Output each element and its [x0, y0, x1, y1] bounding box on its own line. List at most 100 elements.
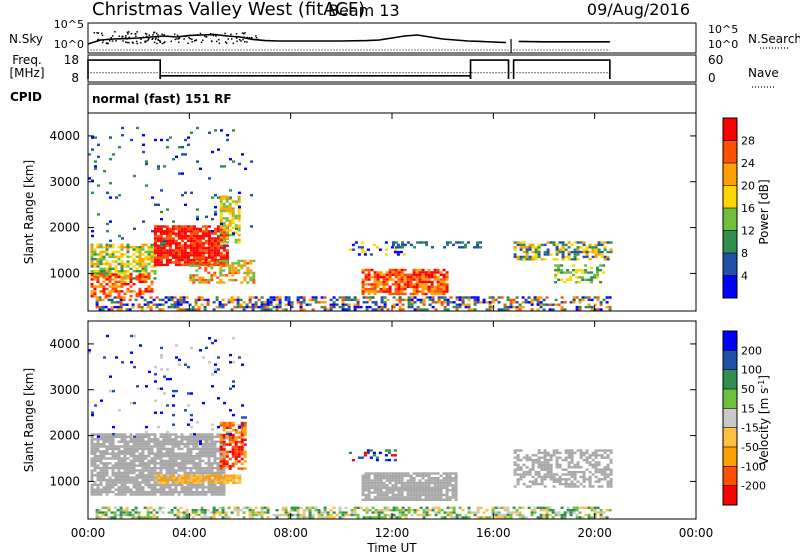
- range-gate-cell: [222, 205, 226, 208]
- range-gate-cell: [593, 509, 597, 512]
- freq-step-segment: [87, 59, 161, 79]
- range-gate-cell: [135, 278, 139, 281]
- range-gate-cell: [160, 244, 163, 247]
- range-gate-cell: [406, 283, 410, 286]
- range-gate-cell: [554, 298, 558, 302]
- range-gate-cell: [213, 450, 217, 453]
- range-gate-cell: [165, 435, 169, 439]
- range-gate-cell: [231, 278, 235, 282]
- range-gate-cell: [222, 438, 226, 441]
- range-gate-cell: [213, 262, 217, 265]
- range-gate-cell: [129, 285, 133, 288]
- range-gate-cell: [409, 273, 413, 276]
- range-gate-cell: [116, 509, 120, 512]
- range-gate-cell: [208, 337, 211, 340]
- range-gate-cell: [159, 459, 163, 463]
- range-gate-cell: [198, 471, 202, 475]
- range-gate-cell: [174, 464, 178, 467]
- range-gate-cell: [125, 509, 129, 512]
- range-gate-cell: [132, 248, 136, 251]
- range-gate-cell: [186, 457, 190, 460]
- range-gate-cell: [365, 511, 369, 514]
- range-gate-cell: [159, 442, 163, 446]
- range-gate-cell: [138, 440, 142, 443]
- range-gate-cell: [376, 472, 380, 475]
- nsky-sample-point: [125, 35, 127, 37]
- range-gate-cell: [546, 458, 550, 462]
- range-gate-cell: [421, 273, 425, 276]
- range-gate-cell: [576, 246, 580, 249]
- range-gate-cell: [513, 473, 517, 476]
- range-gate-cell: [150, 452, 154, 455]
- range-gate-cell: [413, 301, 417, 304]
- range-gate-cell: [138, 483, 142, 487]
- range-gate-cell: [398, 298, 402, 302]
- range-gate-cell: [90, 262, 94, 266]
- range-gate-cell: [108, 280, 112, 283]
- range-gate-cell: [427, 486, 431, 489]
- range-gate-cell: [522, 250, 526, 254]
- nsky-sample-point: [128, 31, 130, 33]
- range-gate-cell: [162, 462, 166, 465]
- range-gate-cell: [193, 481, 197, 485]
- range-gate-cell: [204, 227, 208, 231]
- range-gate-cell: [96, 457, 100, 460]
- range-gate-cell: [225, 244, 229, 247]
- range-gate-cell: [251, 509, 255, 512]
- range-gate-cell: [242, 516, 246, 519]
- range-gate-cell: [578, 511, 582, 514]
- range-gate-cell: [108, 483, 112, 487]
- range-gate-cell: [603, 473, 607, 476]
- range-gate-cell: [191, 509, 195, 512]
- range-gate-cell: [371, 301, 375, 304]
- range-gate-cell: [497, 511, 501, 514]
- range-gate-cell: [433, 271, 437, 274]
- range-gate-cell: [213, 486, 217, 489]
- range-gate-cell: [225, 209, 229, 213]
- range-gate-cell: [216, 488, 220, 491]
- range-gate-cell: [216, 251, 220, 255]
- range-gate-cell: [133, 174, 136, 178]
- range-gate-cell: [563, 511, 567, 514]
- range-gate-cell: [180, 457, 184, 460]
- range-gate-cell: [421, 472, 425, 475]
- range-gate-cell: [195, 278, 199, 282]
- range-gate-cell: [177, 232, 181, 235]
- range-gate-cell: [383, 513, 387, 517]
- range-gate-cell: [216, 281, 220, 284]
- range-gate-cell: [125, 506, 129, 509]
- range-gate-cell: [397, 283, 401, 286]
- range-gate-cell: [251, 308, 255, 311]
- range-gate-cell: [439, 280, 443, 284]
- colorbar-swatch: [723, 369, 737, 389]
- range-gate-cell: [165, 490, 169, 494]
- range-gate-cell: [248, 305, 252, 309]
- range-gate-cell: [222, 436, 226, 439]
- range-gate-cell: [436, 290, 440, 293]
- range-gate-cell: [138, 445, 142, 448]
- range-gate-cell: [108, 462, 112, 465]
- range-gate-cell: [173, 513, 177, 517]
- range-gate-cell: [237, 224, 241, 227]
- range-gate-cell: [539, 301, 543, 304]
- range-gate-cell: [201, 237, 205, 240]
- range-gate-cell: [569, 271, 573, 274]
- range-gate-cell: [120, 255, 124, 258]
- range-gate-cell: [540, 456, 544, 459]
- range-gate-cell: [168, 471, 172, 475]
- nsky-sample-point: [147, 39, 149, 42]
- range-gate-cell: [427, 491, 431, 494]
- range-gate-cell: [146, 301, 150, 304]
- range-gate-cell: [587, 303, 591, 306]
- range-gate-cell: [251, 513, 255, 517]
- range-gate-cell: [114, 466, 118, 470]
- range-gate-cell: [573, 466, 577, 469]
- range-gate-cell: [144, 435, 148, 439]
- range-gate-cell: [204, 246, 208, 250]
- range-gate-cell: [317, 516, 321, 519]
- range-gate-cell: [584, 296, 588, 299]
- range-gate-cell: [123, 476, 127, 479]
- range-gate-cell: [174, 483, 178, 487]
- range-gate-cell: [251, 303, 255, 306]
- range-gate-cell: [161, 308, 165, 311]
